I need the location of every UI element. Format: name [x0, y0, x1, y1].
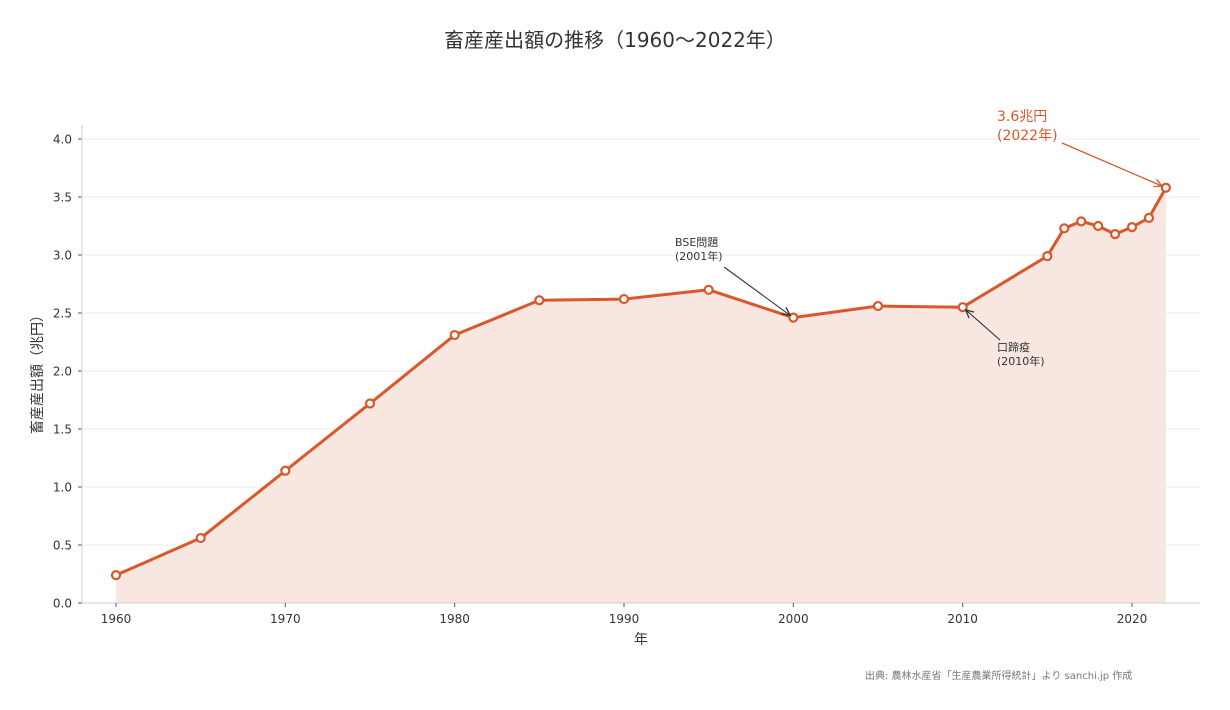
data-point: [1059, 223, 1070, 234]
x-tick-label: 2000: [778, 612, 809, 626]
data-point: [703, 284, 714, 295]
data-point: [1160, 182, 1171, 193]
area-fill: [116, 187, 1166, 603]
data-point: [364, 398, 376, 409]
y-tick-label: 2.5: [53, 307, 72, 321]
data-point: [957, 302, 968, 313]
data-point: [618, 293, 630, 305]
y-tick-label: 2.0: [53, 365, 72, 379]
data-point: [1109, 229, 1121, 240]
y-tick-label: 0.5: [53, 539, 72, 553]
data-points: [110, 182, 1171, 581]
annotation-text: 3.6兆円: [997, 109, 1047, 125]
x-tick-label: 1970: [270, 612, 301, 626]
data-point: [534, 295, 545, 306]
y-tick-label: 3.0: [53, 249, 72, 263]
annotation-text: (2010年): [997, 354, 1045, 368]
data-point: [1143, 212, 1155, 223]
data-point: [280, 465, 291, 476]
annotation-text: 口蹄疫: [997, 340, 1030, 354]
data-point: [788, 312, 799, 323]
annotation-text: BSE問題: [675, 236, 718, 249]
data-point: [1126, 222, 1138, 233]
x-tick-label: 1980: [439, 612, 470, 626]
y-axis-label: 畜産産出額（兆円）: [30, 308, 46, 434]
data-point: [195, 532, 206, 544]
axes: 0.0 0.5 1.0 1.5 2.0 2.5 3.0 3.5 4.0 1960 1970 1980 1…: [53, 125, 1200, 626]
data-point: [449, 329, 460, 341]
y-tick-label: 1.0: [53, 481, 72, 495]
y-tick-label: 4.0: [53, 133, 72, 147]
x-tick-label: 1960: [101, 612, 132, 626]
annotations: BSE問題(2001年) 口蹄疫(2010年) 3.6兆円 (2022年): [675, 109, 1162, 368]
x-tick-label: 2020: [1117, 612, 1148, 626]
data-point: [1042, 251, 1053, 262]
annotation-text: (2001年): [675, 249, 723, 263]
x-tick-label: 1990: [609, 612, 640, 626]
chart-title: 畜産産出額の推移（1960〜2022年）: [444, 28, 786, 52]
annotation-arrow: [966, 310, 1001, 341]
data-point: [110, 570, 122, 581]
x-tick-label: 2010: [947, 612, 978, 626]
y-tick-label: 0.0: [53, 597, 72, 611]
data-point: [872, 300, 884, 312]
area-fill-path: [116, 187, 1166, 603]
annotation-text: (2022年): [997, 128, 1058, 144]
y-tick-label: 1.5: [53, 423, 72, 437]
data-point: [1076, 216, 1087, 227]
x-axis-label: 年: [634, 632, 648, 648]
data-point: [1093, 220, 1104, 232]
y-tick-label: 3.5: [53, 191, 72, 205]
annotation-arrow: [723, 266, 790, 315]
annotation-arrow: [1061, 142, 1162, 186]
source-note: 出典: 農林水産省「生産農業所得統計」より sanchi.jp 作成: [865, 671, 1133, 682]
